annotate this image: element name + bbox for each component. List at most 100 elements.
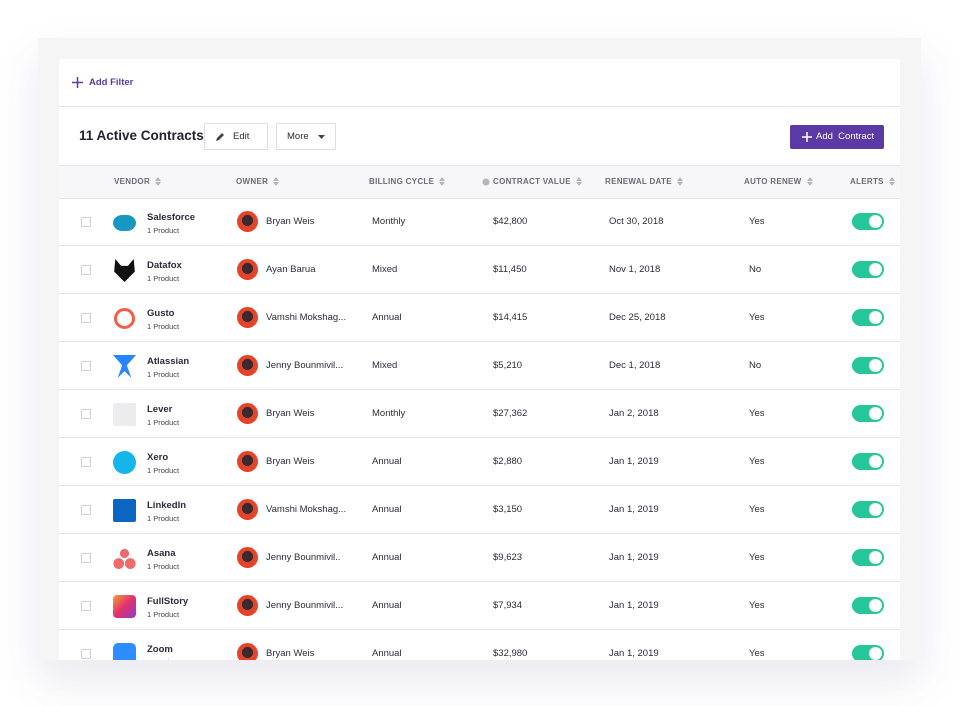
contract-value: $5,210: [493, 360, 523, 371]
auto-renew: Yes: [749, 408, 765, 419]
contract-row[interactable]: Xero 1 Product Bryan Weis Annual $2,880 Jan 1…: [59, 438, 900, 486]
column-header[interactable]: ALERTS: [850, 177, 884, 186]
title: 11 Active Contracts: [79, 128, 204, 143]
contract-value: $7,934: [493, 600, 523, 611]
product-count: 1 Product: [147, 418, 180, 427]
billing-cycle: Monthly: [372, 408, 406, 419]
vendor-name: Salesforce: [147, 212, 196, 223]
contract-value: $42,800: [493, 216, 528, 227]
vendor-name: FullStory: [147, 596, 189, 607]
owner-avatar: [237, 643, 258, 660]
renewal-date: Jan 1, 2019: [609, 552, 659, 563]
alerts-toggle[interactable]: [852, 213, 884, 230]
billing-cycle: Mixed: [372, 264, 398, 275]
billing-cycle: Monthly: [372, 216, 406, 227]
renewal-date: Dec 1, 2018: [609, 360, 661, 371]
row-checkbox[interactable]: [81, 265, 91, 275]
contract-row[interactable]: Salesforce 1 Product Bryan Weis Monthly $42,…: [59, 198, 900, 246]
vendor-logo: [113, 595, 136, 618]
alerts-toggle[interactable]: [852, 549, 884, 566]
add-contract-label: Add Contract: [816, 131, 875, 142]
row-checkbox[interactable]: [81, 649, 91, 659]
column-header[interactable]: BILLING CYCLE: [369, 177, 435, 186]
renewal-date: Nov 1, 2018: [609, 264, 661, 275]
product-count: 1 Product: [147, 610, 180, 619]
contract-row[interactable]: LinkedIn 1 Product Vamshi Mokshag... Annual…: [59, 486, 900, 534]
renewal-date: Jan 1, 2019: [609, 456, 659, 467]
renewal-date: Jan 2, 2018: [609, 408, 659, 419]
billing-cycle: Annual: [372, 312, 402, 323]
billing-cycle: Annual: [372, 456, 402, 467]
row-checkbox[interactable]: [81, 409, 91, 419]
auto-renew: Yes: [749, 312, 765, 323]
row-checkbox[interactable]: [81, 505, 91, 515]
vendor-logo: [113, 355, 136, 378]
vendor-logo: [113, 451, 136, 474]
owner-name: Bryan Weis: [266, 456, 315, 467]
billing-cycle: Annual: [372, 600, 402, 611]
alerts-toggle[interactable]: [852, 261, 884, 278]
alerts-toggle[interactable]: [852, 645, 884, 660]
sort-icon[interactable]: [677, 177, 683, 186]
more-button[interactable]: More: [276, 123, 336, 150]
sort-icon[interactable]: [439, 177, 445, 186]
auto-renew: No: [749, 264, 762, 275]
sort-icon[interactable]: [807, 177, 813, 186]
owner-name: Ayan Barua: [266, 264, 316, 275]
add-filter[interactable]: Add Filter: [89, 77, 134, 88]
contract-value: $2,880: [493, 456, 523, 467]
alerts-toggle[interactable]: [852, 357, 884, 374]
contract-value: $11,450: [493, 264, 527, 275]
column-header[interactable]: RENEWAL DATE: [605, 177, 672, 186]
row-checkbox[interactable]: [81, 313, 91, 323]
billing-cycle: Mixed: [372, 360, 398, 371]
owner-name: Vamshi Mokshag...: [266, 504, 347, 515]
sort-icon[interactable]: [889, 177, 895, 186]
caret: [318, 135, 325, 139]
vendor-logo: [113, 499, 136, 522]
edit-button[interactable]: Edit: [204, 123, 268, 150]
alerts-toggle[interactable]: [852, 453, 884, 470]
column-header[interactable]: AUTO RENEW: [744, 177, 802, 186]
owner-name: Vamshi Mokshag...: [266, 312, 347, 323]
contract-row[interactable]: FullStory 1 Product Jenny Bounmivil... Annu…: [59, 582, 900, 630]
sort-icon[interactable]: [155, 177, 161, 186]
column-header[interactable]: OWNER: [236, 177, 269, 186]
contract-row[interactable]: Lever 1 Product Bryan Weis Monthly $27,362 Ja…: [59, 390, 900, 438]
column-header[interactable]: CONTRACT VALUE: [493, 177, 571, 186]
auto-renew: Yes: [749, 504, 765, 515]
filter-bar: Add Filter: [59, 59, 900, 107]
alerts-toggle[interactable]: [852, 405, 884, 422]
contract-value: $27,362: [493, 408, 528, 419]
table-header: VENDOR OWNER BILLING CYCLE CONTRACT VALUE RE…: [59, 165, 900, 199]
contract-row[interactable]: Datafox 1 Product Ayan Barua Mixed $11,450 No…: [59, 246, 900, 294]
alerts-toggle[interactable]: [852, 501, 884, 518]
add-contract-button[interactable]: Add Contract: [790, 125, 884, 149]
row-checkbox[interactable]: [81, 457, 91, 467]
row-checkbox[interactable]: [81, 217, 91, 227]
owner-avatar: [237, 259, 258, 280]
info-icon: [482, 178, 490, 186]
sort-icon[interactable]: [576, 177, 582, 186]
renewal-date: Jan 1, 2019: [609, 600, 659, 611]
contract-row[interactable]: Asana 1 Product Jenny Bounmivil.. Annual $9,…: [59, 534, 900, 582]
vendor-name: Lever: [147, 404, 173, 415]
alerts-toggle[interactable]: [852, 597, 884, 614]
owner-name: Jenny Bounmivil..: [266, 552, 341, 563]
owner-name: Bryan Weis: [266, 408, 315, 419]
more-label: More: [287, 131, 309, 142]
column-header[interactable]: VENDOR: [114, 177, 151, 186]
row-checkbox[interactable]: [81, 361, 91, 371]
contract-row[interactable]: Zoom 1 Product Bryan Weis Annual $32,980 Jan …: [59, 630, 900, 660]
row-checkbox[interactable]: [81, 601, 91, 611]
contract-row[interactable]: Atlassian 1 Product Jenny Bounmivil... Mixe…: [59, 342, 900, 390]
product-count: 1 Product: [147, 658, 179, 660]
contract-row[interactable]: Gusto 1 Product Vamshi Mokshag... Annual $14…: [59, 294, 900, 342]
auto-renew: No: [749, 360, 762, 371]
contract-value: $14,415: [493, 312, 528, 323]
sort-icon[interactable]: [273, 177, 279, 186]
row-checkbox[interactable]: [81, 553, 91, 563]
owner-name: Jenny Bounmivil...: [266, 360, 344, 371]
alerts-toggle[interactable]: [852, 309, 884, 326]
